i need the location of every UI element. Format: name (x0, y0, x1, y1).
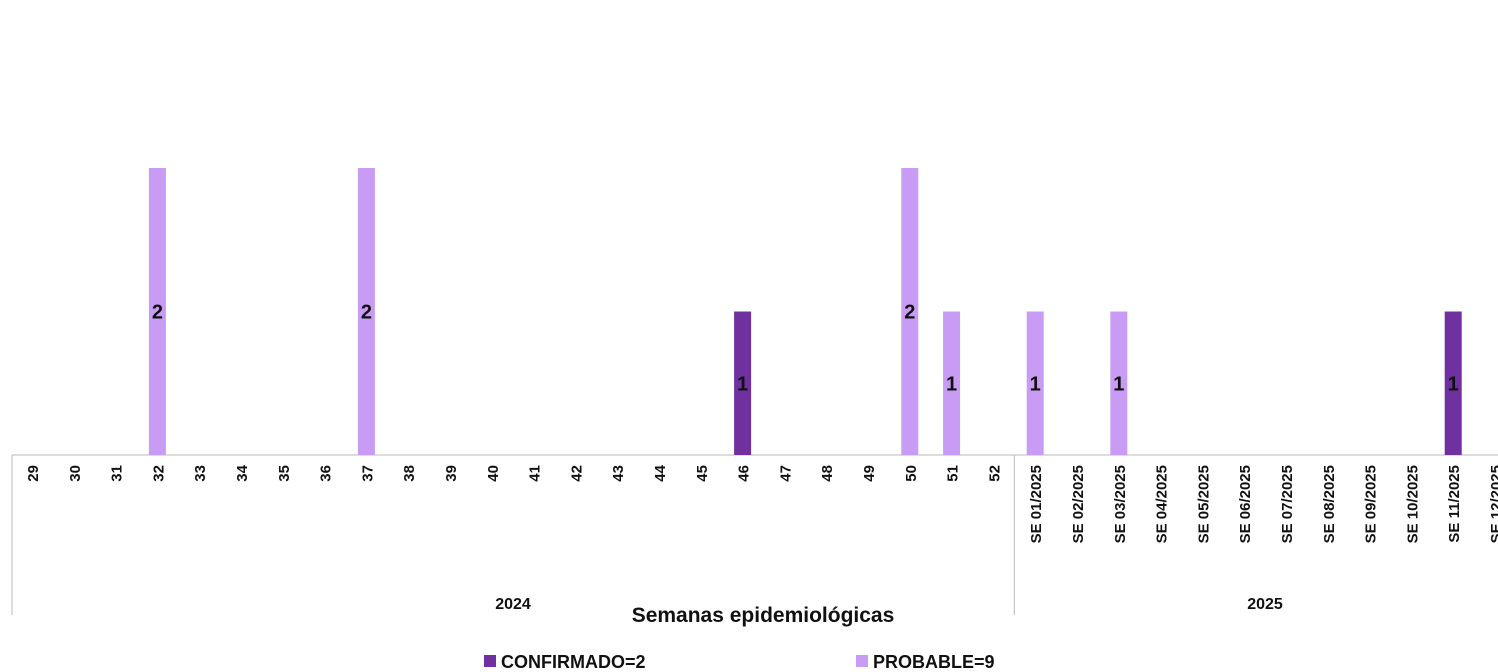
x-tick-label: SE 11/2025 (1446, 465, 1463, 543)
x-tick-label: SE 03/2025 (1112, 465, 1129, 543)
bar (734, 311, 752, 455)
x-tick-label: 38 (401, 465, 418, 482)
x-tick-label: 40 (485, 465, 502, 482)
x-tick-label: 50 (903, 465, 920, 482)
data-label: 1 (1113, 373, 1124, 395)
x-tick-label: 35 (276, 465, 293, 482)
bar (1026, 311, 1044, 455)
x-tick-label: 34 (234, 464, 251, 481)
legend-label: PROBABLE=9 (873, 652, 995, 672)
x-tick-label: 37 (359, 465, 376, 482)
x-tick-label: 49 (861, 465, 878, 482)
x-tick-label: 52 (986, 465, 1003, 482)
x-tick-label: SE 01/2025 (1028, 465, 1045, 543)
x-tick-label: 30 (67, 465, 84, 482)
x-tick-label: 29 (25, 465, 42, 482)
x-tick-label: SE 12/2025 (1488, 465, 1498, 543)
x-tick-label: SE 08/2025 (1321, 465, 1338, 543)
x-tick-label: 36 (318, 465, 335, 482)
x-tick-label: SE 09/2025 (1363, 465, 1380, 543)
legend-label: CONFIRMADO=2 (501, 652, 646, 672)
data-label: 2 (361, 302, 372, 324)
legend-swatch (856, 655, 868, 667)
x-tick-label: 48 (819, 465, 836, 482)
x-tick-label: 47 (777, 465, 794, 482)
data-label: 1 (946, 373, 957, 395)
data-label: 1 (1448, 373, 1459, 395)
x-tick-label: 51 (945, 465, 962, 482)
bar (901, 168, 919, 455)
bar (943, 311, 961, 455)
x-tick-label: 33 (192, 465, 209, 482)
x-tick-label: 32 (150, 465, 167, 482)
x-tick-label: 44 (652, 464, 669, 481)
group-label: 2024 (495, 596, 531, 613)
x-tick-label: 39 (443, 465, 460, 482)
group-label: 2025 (1247, 596, 1283, 613)
x-tick-label: SE 02/2025 (1070, 465, 1087, 543)
data-label: 1 (1030, 373, 1041, 395)
x-tick-label: SE 10/2025 (1404, 465, 1421, 543)
data-label: 1 (737, 373, 748, 395)
legend-swatch (484, 655, 496, 667)
x-tick-label: 31 (109, 465, 126, 482)
bar (1110, 311, 1128, 455)
x-tick-label: 43 (610, 465, 627, 482)
x-tick-label: 42 (568, 465, 585, 482)
x-tick-label: SE 07/2025 (1279, 465, 1296, 543)
x-tick-label: 45 (694, 465, 711, 482)
x-tick-label: SE 04/2025 (1154, 465, 1171, 543)
bar (1444, 311, 1462, 455)
x-tick-label: 46 (736, 465, 753, 482)
bar (357, 168, 375, 455)
data-label: 2 (904, 302, 915, 324)
x-tick-label: SE 06/2025 (1237, 465, 1254, 543)
bar (148, 168, 166, 455)
x-axis-title: Semanas epidemiológicas (632, 604, 895, 627)
x-tick-label: 41 (527, 465, 544, 482)
x-tick-label: SE 05/2025 (1195, 465, 1212, 543)
data-label: 2 (152, 302, 163, 324)
